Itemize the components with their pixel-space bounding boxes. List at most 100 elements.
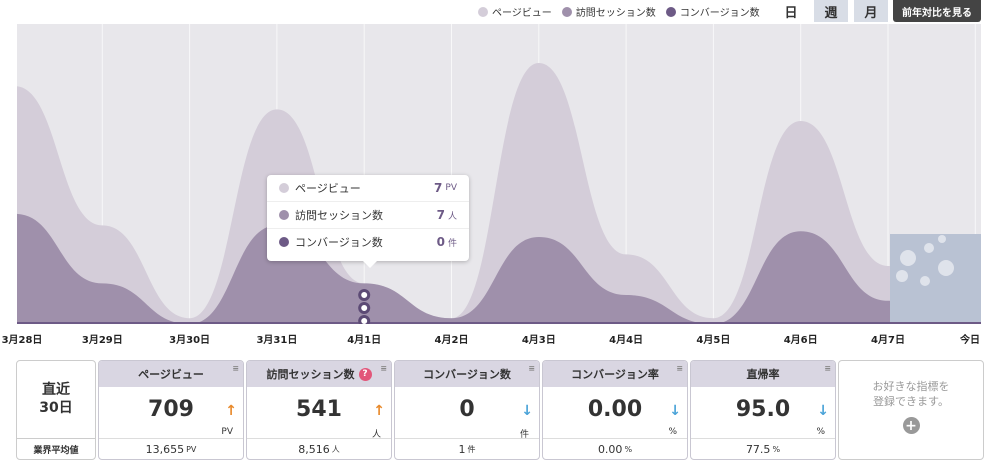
legend-item-sessions[interactable]: 訪問セッション数 bbox=[561, 4, 656, 19]
metric-average: 77.5 % bbox=[691, 438, 835, 459]
metric-card-conversion-rate[interactable]: コンバージョン率 ≡ 0.00 ↓ % 0.00 % bbox=[542, 360, 688, 460]
x-tick-label: 3月31日 bbox=[256, 335, 298, 346]
metric-value: 0.00 bbox=[587, 397, 643, 422]
tooltip-row-pageviews: ページビュー 7 PV bbox=[267, 175, 469, 202]
legend-swatch bbox=[561, 6, 572, 17]
average-unit: 人 bbox=[331, 444, 340, 454]
menu-icon[interactable]: ≡ bbox=[232, 364, 239, 373]
trend-down-icon: ↓ bbox=[521, 403, 533, 419]
tab-week[interactable]: 週 bbox=[814, 0, 848, 22]
plus-circle-icon[interactable]: + bbox=[902, 417, 920, 434]
tooltip-unit: PV bbox=[445, 183, 457, 193]
metric-average: 1 件 bbox=[395, 438, 539, 459]
menu-icon[interactable]: ≡ bbox=[676, 364, 683, 373]
hover-point-marker[interactable] bbox=[358, 302, 371, 314]
metric-card-bounce-rate[interactable]: 直帰率 ≡ 95.0 ↓ % 77.5 % bbox=[690, 360, 836, 460]
metric-unit: 人 bbox=[371, 430, 381, 440]
bubble-decoration bbox=[938, 260, 954, 276]
tab-month[interactable]: 月 bbox=[854, 0, 888, 22]
metric-card-header: 訪問セッション数 ? ≡ bbox=[247, 361, 391, 387]
average-unit: 件 bbox=[467, 444, 476, 454]
average-value: 8,516 bbox=[298, 442, 330, 456]
hover-point-marker[interactable] bbox=[358, 315, 371, 325]
menu-icon[interactable]: ≡ bbox=[380, 364, 387, 373]
chart-legend: ページビュー 訪問セッション数 コンバージョン数 bbox=[478, 4, 760, 19]
metric-card-header: コンバージョン率 ≡ bbox=[543, 361, 687, 387]
legend-label: ページビュー bbox=[492, 8, 552, 19]
average-unit: PV bbox=[186, 444, 197, 454]
average-value: 0.00 bbox=[597, 442, 623, 456]
average-value: 1 bbox=[458, 442, 466, 456]
x-tick-label: 4月5日 bbox=[696, 335, 731, 346]
bubble-decoration bbox=[924, 243, 934, 253]
x-tick-label: 4月4日 bbox=[609, 335, 644, 346]
metric-value: 0 bbox=[459, 397, 475, 422]
chart-canvas bbox=[17, 24, 981, 324]
x-tick-label: 3月28日 bbox=[1, 335, 43, 346]
tooltip-unit: 人 bbox=[447, 211, 457, 222]
metric-title: ページビュー bbox=[138, 368, 204, 381]
tooltip-value: 0 bbox=[436, 235, 445, 249]
trend-down-icon: ↓ bbox=[817, 403, 829, 419]
hover-point-marker[interactable] bbox=[358, 289, 371, 301]
metric-card-conversions[interactable]: コンバージョン数 ≡ 0 ↓ 件 1 件 bbox=[394, 360, 540, 460]
metric-card-header: ページビュー ≡ bbox=[99, 361, 243, 387]
metric-title: コンバージョン率 bbox=[571, 368, 659, 381]
metric-value: 541 bbox=[296, 397, 342, 422]
x-tick-label: 今日 bbox=[960, 335, 980, 346]
metric-average: 8,516 人 bbox=[247, 438, 391, 459]
legend-swatch bbox=[478, 6, 488, 17]
menu-icon[interactable]: ≡ bbox=[824, 364, 831, 373]
add-metric-text: お好きな指標を 登録できます。 bbox=[839, 379, 983, 409]
metric-unit: 件 bbox=[519, 430, 529, 440]
x-tick-label: 4月3日 bbox=[521, 335, 556, 346]
tooltip-row-sessions: 訪問セッション数 7 人 bbox=[267, 202, 469, 229]
tooltip-swatch bbox=[279, 210, 289, 220]
tooltip-row-conversions: コンバージョン数 0 件 bbox=[267, 229, 469, 255]
metric-value: 95.0 bbox=[735, 397, 791, 422]
metric-unit: PV bbox=[221, 427, 233, 437]
tab-day[interactable]: 日 bbox=[774, 0, 808, 22]
industry-average-label: 業界平均値 bbox=[17, 438, 95, 459]
tooltip-label: 訪問セッション数 bbox=[295, 209, 383, 222]
bubble-decoration bbox=[896, 270, 908, 282]
area-series-sessions bbox=[17, 214, 976, 324]
compare-last-year-button[interactable]: 前年対比を見る bbox=[893, 0, 981, 22]
average-value: 13,655 bbox=[145, 442, 185, 456]
help-icon[interactable]: ? bbox=[358, 367, 372, 381]
tooltip-label: コンバージョン数 bbox=[295, 236, 383, 249]
legend-label: コンバージョン数 bbox=[679, 8, 760, 19]
average-value: 77.5 bbox=[745, 442, 771, 456]
trend-up-icon: ↑ bbox=[373, 403, 385, 419]
metric-average: 0.00 % bbox=[543, 438, 687, 459]
menu-icon[interactable]: ≡ bbox=[528, 364, 535, 373]
x-tick-label: 3月30日 bbox=[169, 335, 211, 346]
metric-title: 訪問セッション数 bbox=[266, 368, 355, 381]
tooltip-swatch bbox=[279, 183, 289, 193]
bubble-decoration bbox=[900, 250, 916, 266]
tooltip-value: 7 bbox=[436, 208, 445, 222]
add-metric-text-line1: お好きな指標を bbox=[872, 380, 950, 393]
x-tick-label: 4月1日 bbox=[347, 335, 382, 346]
metric-card-header: 直帰率 ≡ bbox=[691, 361, 835, 387]
average-unit: % bbox=[624, 444, 633, 454]
metric-average: 13,655 PV bbox=[99, 438, 243, 459]
add-metric-card[interactable]: お好きな指標を 登録できます。 + bbox=[838, 360, 984, 460]
legend-item-pageviews[interactable]: ページビュー bbox=[478, 4, 552, 19]
chart-tooltip: ページビュー 7 PV 訪問セッション数 7 人 コンバージョン数 0 件 bbox=[267, 175, 469, 268]
x-axis-labels: 3月28日 3月29日 3月30日 3月31日 4月1日 4月2日 4月3日 4月4日 4月5日… bbox=[0, 331, 1000, 346]
period-label-line1: 直近 bbox=[42, 382, 70, 398]
metric-card-sessions[interactable]: 訪問セッション数 ? ≡ 541 ↑ 人 8,516 人 bbox=[246, 360, 392, 460]
metric-title: 直帰率 bbox=[746, 368, 780, 381]
add-metric-text-line2: 登録できます。 bbox=[873, 395, 949, 408]
tooltip-unit: 件 bbox=[447, 238, 457, 249]
period-card: 直近 30日 業界平均値 bbox=[16, 360, 96, 460]
x-tick-label: 4月7日 bbox=[871, 335, 905, 346]
metric-card-pageviews[interactable]: ページビュー ≡ 709 ↑ PV 13,655 PV bbox=[98, 360, 244, 460]
trend-up-icon: ↑ bbox=[225, 403, 237, 419]
metric-unit: % bbox=[668, 427, 677, 437]
legend-item-conversions[interactable]: コンバージョン数 bbox=[665, 4, 760, 19]
metric-unit: % bbox=[816, 427, 825, 437]
traffic-chart bbox=[17, 24, 981, 324]
legend-swatch bbox=[665, 6, 676, 17]
